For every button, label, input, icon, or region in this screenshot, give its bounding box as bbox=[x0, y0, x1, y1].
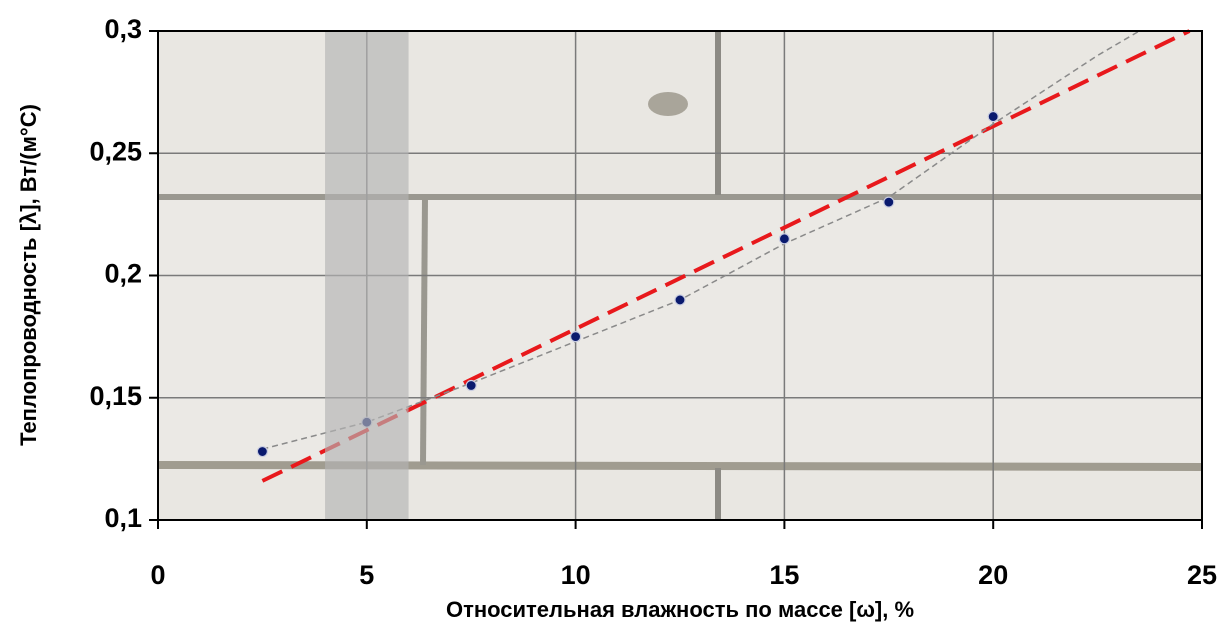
trend-line bbox=[261, 29, 1191, 483]
data-point bbox=[883, 196, 895, 208]
data-point bbox=[674, 294, 686, 306]
y-tick-label: 0,15 bbox=[89, 381, 142, 411]
x-tick-label: 5 bbox=[359, 560, 374, 590]
data-point bbox=[778, 233, 791, 245]
data-point bbox=[569, 331, 582, 343]
y-tick-label: 0,1 bbox=[104, 503, 142, 533]
y-tick-label: 0,3 bbox=[104, 14, 142, 44]
highlight-band bbox=[325, 31, 409, 520]
x-tick-label: 20 bbox=[978, 560, 1008, 590]
x-tick-label: 10 bbox=[561, 560, 591, 590]
x-tick-label: 0 bbox=[150, 560, 165, 590]
data-point bbox=[256, 445, 268, 458]
data-point bbox=[465, 379, 477, 392]
fit-curve bbox=[262, 30, 1140, 450]
y-tick-label: 0,25 bbox=[89, 136, 142, 166]
x-tick-label: 15 bbox=[769, 560, 799, 590]
y-tick-label: 0,2 bbox=[104, 259, 142, 289]
data-point bbox=[987, 110, 999, 123]
x-tick-label: 25 bbox=[1187, 560, 1217, 590]
x-axis-title: Относительная влажность по массе [ω], % bbox=[446, 597, 914, 622]
y-axis-title: Теплопроводность [λ], Вт/(м°С) bbox=[16, 104, 41, 446]
